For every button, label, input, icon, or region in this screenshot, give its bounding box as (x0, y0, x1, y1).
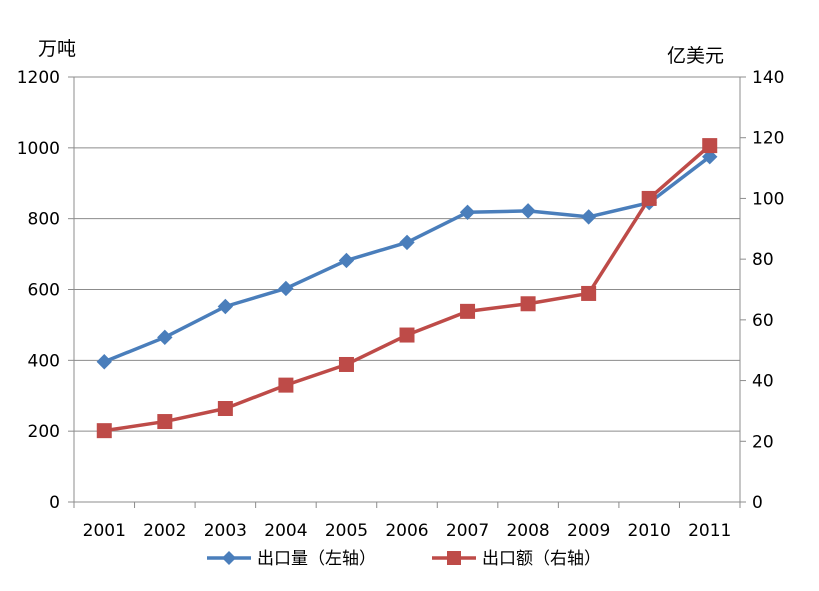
data-point (581, 285, 597, 301)
right-tick-label: 80 (752, 250, 774, 270)
legend-item: 出口额（右轴） (432, 549, 601, 569)
data-point (460, 303, 476, 319)
series-line (104, 144, 711, 433)
data-point (278, 377, 294, 393)
data-point (278, 280, 294, 297)
right-tick-label: 60 (752, 311, 774, 331)
right-tick-label: 40 (752, 372, 774, 392)
data-point (520, 296, 536, 312)
x-tick-label: 2007 (446, 521, 489, 541)
data-point (96, 423, 112, 439)
data-point (96, 354, 112, 370)
legend-item: 出口量（左轴） (207, 549, 376, 569)
legend-label: 出口额（右轴） (482, 549, 601, 569)
x-tick-label: 2002 (143, 521, 186, 541)
legend-label: 出口量（左轴） (257, 549, 376, 569)
right-tick-label: 0 (752, 493, 763, 513)
x-tick-label: 2004 (264, 521, 307, 541)
legend-marker (447, 551, 461, 565)
x-tick-label: 2001 (83, 521, 126, 541)
x-tick-label: 2008 (506, 521, 549, 541)
left-tick-label: 0 (49, 493, 60, 513)
data-point (157, 329, 173, 346)
right-tick-label: 140 (752, 68, 784, 88)
right-tick-label: 20 (752, 432, 774, 452)
data-point (459, 204, 476, 220)
x-axis-ticks: 2001 2002 2003 2004 2005 2006 2007 2008 2009 2010… (83, 521, 732, 541)
left-tick-label: 1200 (17, 68, 60, 88)
x-tick-label: 2011 (688, 521, 731, 541)
data-point (702, 138, 718, 154)
legend-marker (222, 551, 236, 565)
left-tick-label: 800 (28, 210, 60, 230)
x-tick-label: 2005 (325, 521, 368, 541)
data-point (338, 252, 355, 269)
data-point (338, 356, 354, 372)
x-tick-label: 2010 (628, 521, 671, 541)
data-point (217, 298, 234, 315)
data-point (399, 327, 415, 343)
data-point (520, 203, 536, 219)
data-point (641, 190, 657, 206)
right-tick-label: 100 (752, 189, 784, 209)
left-axis-unit: 万吨 (38, 38, 76, 60)
legend: 出口量（左轴） 出口额（右轴） (207, 549, 601, 569)
right-tick-label: 120 (752, 129, 784, 149)
gridlines (74, 76, 740, 432)
data-point (580, 209, 597, 225)
series-layer (96, 138, 718, 439)
left-tick-label: 200 (28, 422, 60, 442)
data-point (702, 148, 718, 165)
x-tick-label: 2006 (385, 521, 428, 541)
left-tick-label: 1000 (17, 139, 60, 159)
axes (68, 76, 746, 508)
data-point (217, 401, 233, 416)
left-tick-label: 400 (28, 351, 60, 371)
series-1 (96, 148, 718, 370)
data-point (157, 414, 173, 430)
right-axis-unit: 亿美元 (667, 45, 724, 67)
series-2 (96, 138, 718, 439)
x-tick-label: 2003 (204, 521, 247, 541)
left-tick-label: 600 (28, 281, 60, 301)
data-point (399, 234, 415, 251)
left-axis-ticks: 0 200 400 600 800 1000 1200 (17, 68, 60, 513)
x-tick-label: 2009 (567, 521, 610, 541)
right-axis-ticks: 0 20 40 60 80 100 120 140 (752, 68, 784, 513)
